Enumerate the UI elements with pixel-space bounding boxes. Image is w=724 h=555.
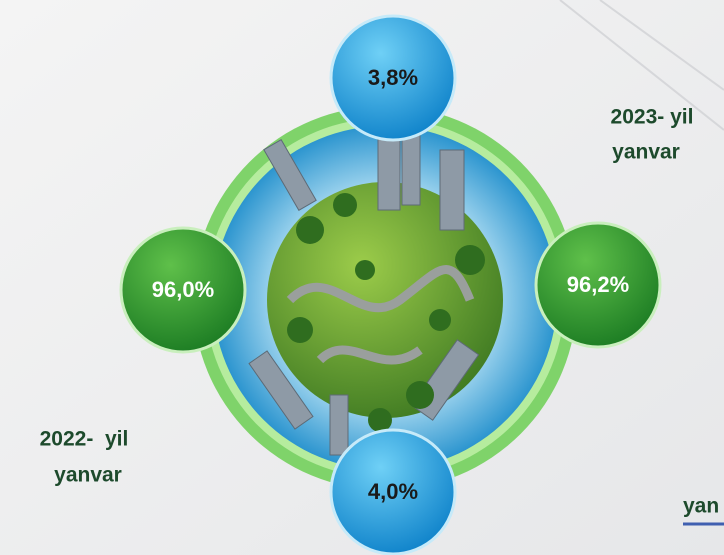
bubble [329, 14, 457, 142]
bubble-bottom: 4,0% [329, 428, 457, 555]
period-month: yanvar [612, 141, 680, 164]
bubble-right: 96,2% [534, 221, 662, 349]
partial-label: yan [683, 495, 719, 518]
decor-lines [559, 0, 724, 131]
value-label: 3,8% [368, 65, 418, 90]
buildings [248, 104, 480, 456]
value-label: 96,2% [567, 272, 629, 297]
value-label: 4,0% [368, 479, 418, 504]
bubble-left: 96,0% [119, 226, 247, 354]
bubble [329, 428, 457, 555]
bubble [119, 226, 247, 354]
globe [193, 104, 577, 490]
bubble [534, 221, 662, 349]
period-month: yanvar [54, 464, 122, 487]
period-year: 2023- yil [611, 106, 694, 129]
period-year: 2022- yil [40, 428, 129, 451]
roads [286, 265, 475, 365]
bubble-top: 3,8% [329, 14, 457, 142]
value-label: 96,0% [152, 277, 214, 302]
trees [287, 193, 485, 432]
